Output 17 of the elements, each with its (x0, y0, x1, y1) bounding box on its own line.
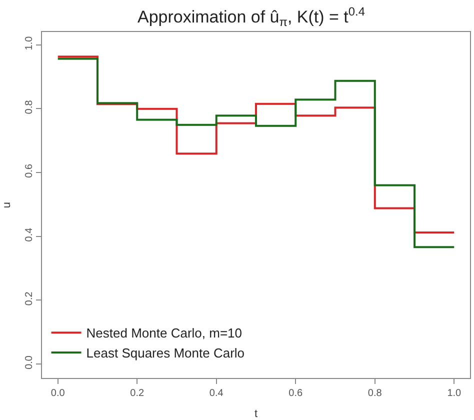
x-tick-label: 0.2 (130, 388, 144, 399)
legend-label: Nested Monte Carlo, m=10 (86, 326, 242, 341)
x-tick-label: 1.0 (447, 388, 462, 399)
chart-title: Approximation of û$_{π}$, K(t) = t$^{0.4}$ (138, 4, 366, 29)
x-axis-title: t (254, 408, 258, 420)
x-tick-label: 0.6 (288, 388, 304, 399)
y-tick-label: 0.6 (24, 164, 35, 178)
y-tick-label: 0.2 (24, 291, 35, 306)
x-tick-label: 0.0 (50, 388, 66, 399)
y-tick-label: 1.0 (24, 36, 35, 50)
y-tick-label: 0.0 (24, 355, 35, 370)
y-axis-title: u (1, 202, 13, 208)
x-tick-label: 0.4 (209, 388, 224, 399)
x-tick-label: 0.8 (368, 388, 382, 399)
y-tick-label: 0.4 (24, 227, 35, 242)
y-tick-label: 0.8 (24, 100, 35, 114)
legend-label: Least Squares Monte Carlo (86, 346, 245, 361)
